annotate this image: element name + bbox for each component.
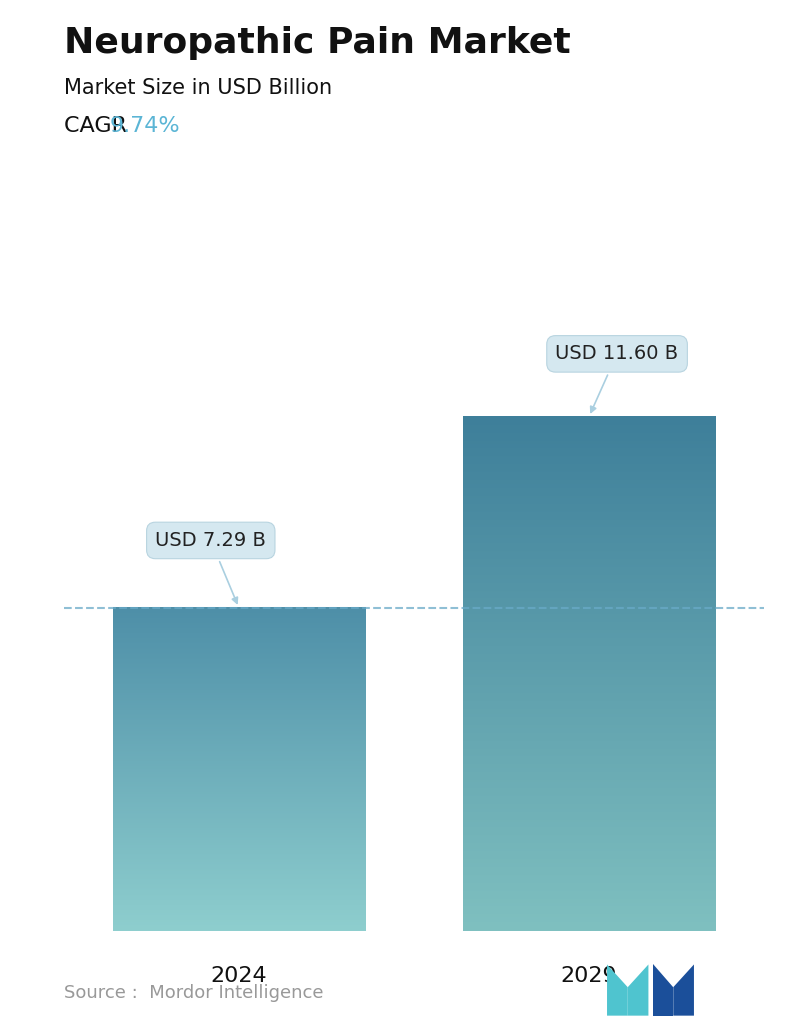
Text: 9.74%: 9.74% bbox=[110, 116, 181, 135]
Text: 2024: 2024 bbox=[210, 966, 267, 986]
Text: Source :  Mordor Intelligence: Source : Mordor Intelligence bbox=[64, 983, 323, 1002]
Polygon shape bbox=[607, 965, 628, 1015]
Text: 2029: 2029 bbox=[560, 966, 618, 986]
Text: Market Size in USD Billion: Market Size in USD Billion bbox=[64, 78, 332, 97]
Text: USD 7.29 B: USD 7.29 B bbox=[155, 530, 266, 603]
Polygon shape bbox=[673, 965, 694, 1015]
Text: CAGR: CAGR bbox=[64, 116, 134, 135]
Text: USD 11.60 B: USD 11.60 B bbox=[556, 344, 679, 413]
Text: Neuropathic Pain Market: Neuropathic Pain Market bbox=[64, 26, 571, 60]
Polygon shape bbox=[628, 965, 649, 1015]
Polygon shape bbox=[653, 965, 673, 1015]
